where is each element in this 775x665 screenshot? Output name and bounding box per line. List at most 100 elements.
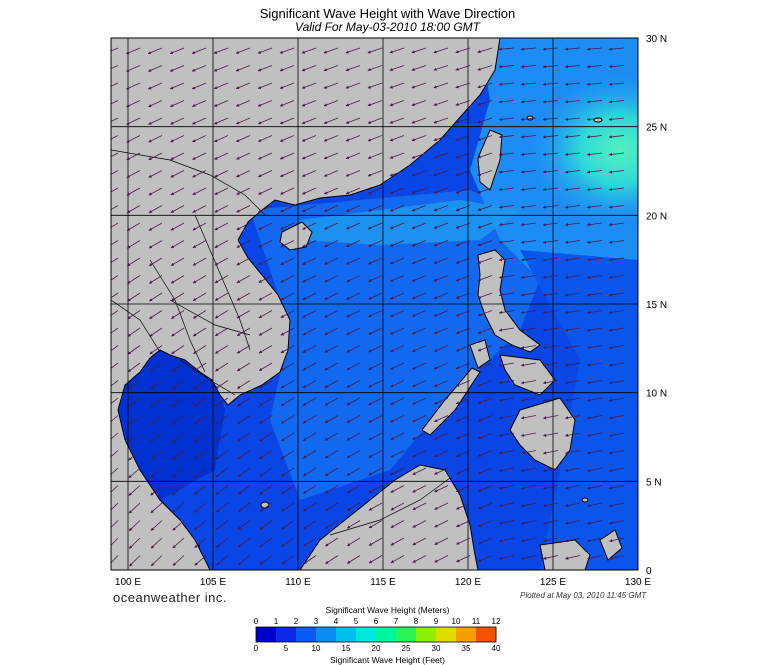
wave-arrow (323, 187, 339, 195)
wave-arrow (345, 65, 361, 72)
wave-arrow (147, 82, 163, 90)
wave-arrow (434, 415, 449, 422)
wave-arrow (281, 485, 295, 495)
wave-arrow (542, 275, 559, 279)
map-area (111, 38, 638, 570)
wave-arrow (520, 135, 537, 139)
wave-arrow (193, 362, 207, 372)
wave-arrow (258, 170, 273, 178)
wave-arrow (194, 520, 207, 531)
wave-arrow (455, 47, 471, 54)
wave-arrow (213, 100, 229, 107)
wave-arrow (542, 432, 559, 437)
wave-arrow (412, 450, 427, 458)
wave-arrow (499, 520, 515, 525)
wave-arrow (542, 292, 559, 297)
wave-arrow (389, 135, 405, 142)
wave-arrow (520, 240, 537, 244)
wave-arrow (367, 100, 383, 107)
wave-arrow (236, 187, 251, 195)
wave-arrow (214, 152, 229, 160)
wave-arrow (586, 47, 603, 51)
wave-arrow (368, 275, 383, 282)
wave-arrow (433, 275, 449, 282)
wave-arrow (126, 100, 141, 108)
wave-arrow (586, 310, 603, 314)
plotted-timestamp: Plotted at May 03, 2010 11:45 GMT (520, 591, 647, 600)
wave-arrow (281, 467, 295, 477)
wave-arrow (542, 222, 559, 227)
wave-arrow (608, 100, 625, 104)
wave-arrow (411, 170, 427, 177)
wave-arrow (129, 555, 141, 567)
wave-arrow (281, 555, 295, 565)
wave-arrow (586, 485, 603, 490)
wave-arrow (433, 65, 449, 71)
wave-arrow (520, 310, 537, 314)
wave-arrow (411, 222, 427, 229)
wave-arrow (257, 82, 273, 89)
wave-arrow (433, 397, 449, 405)
lat-tick-label: 0 (646, 566, 652, 577)
wave-arrow (608, 485, 625, 490)
wave-arrow (586, 100, 603, 104)
wave-arrow (345, 222, 361, 230)
wave-arrow (456, 537, 471, 545)
wave-arrow (127, 397, 141, 408)
wave-arrow (412, 467, 427, 475)
wave-arrow (302, 310, 317, 318)
wave-arrow (367, 170, 383, 177)
wave-arrow (433, 170, 449, 177)
wave-arrow (564, 275, 581, 279)
wave-arrow (456, 485, 471, 492)
wave-arrow (390, 310, 405, 317)
wave-arrow (411, 275, 427, 282)
wave-arrow (498, 100, 515, 104)
wave-arrow (367, 205, 383, 212)
wave-arrow (412, 380, 427, 388)
wave-arrow (170, 275, 185, 284)
wave-arrow (259, 415, 273, 424)
wave-arrow (235, 82, 251, 90)
wave-arrow (193, 415, 207, 425)
wave-arrow (258, 222, 273, 230)
wave-arrow (216, 520, 229, 531)
wave-arrow (498, 292, 515, 297)
wave-arrow (498, 65, 515, 69)
wave-arrow (608, 47, 625, 51)
wave-arrow (237, 432, 251, 442)
wave-arrow (324, 362, 339, 371)
wave-arrow (542, 152, 559, 157)
wave-arrow (542, 397, 559, 402)
wave-arrow (150, 502, 163, 514)
wave-arrow (520, 275, 537, 279)
wave-arrow (543, 537, 559, 543)
wave-arrow (477, 502, 493, 510)
wave-arrow (126, 187, 141, 196)
wave-arrow (433, 100, 449, 106)
wave-arrow (498, 47, 515, 51)
wave-arrow (257, 47, 273, 54)
wave-arrow (192, 135, 207, 143)
wave-arrow (520, 117, 537, 121)
wave-arrow (389, 292, 405, 300)
wave-arrow (214, 292, 229, 301)
wave-arrow (390, 520, 405, 528)
wave-arrow (433, 362, 449, 370)
wave-arrow (477, 537, 493, 545)
wave-arrow (215, 450, 229, 460)
wave-arrow (412, 555, 427, 563)
wave-arrow (411, 310, 427, 317)
wave-arrow (520, 292, 537, 297)
wave-arrow (564, 257, 581, 262)
wave-arrow (564, 117, 581, 121)
wave-arrow (324, 432, 339, 441)
wave-arrow (499, 555, 515, 560)
wave-arrow (194, 502, 207, 513)
wave-arrow (257, 65, 273, 72)
wave-arrow (215, 397, 229, 407)
wave-arrow (192, 170, 207, 178)
wave-arrow (259, 485, 273, 495)
wave-arrow (542, 345, 559, 350)
wave-arrow (345, 152, 361, 159)
